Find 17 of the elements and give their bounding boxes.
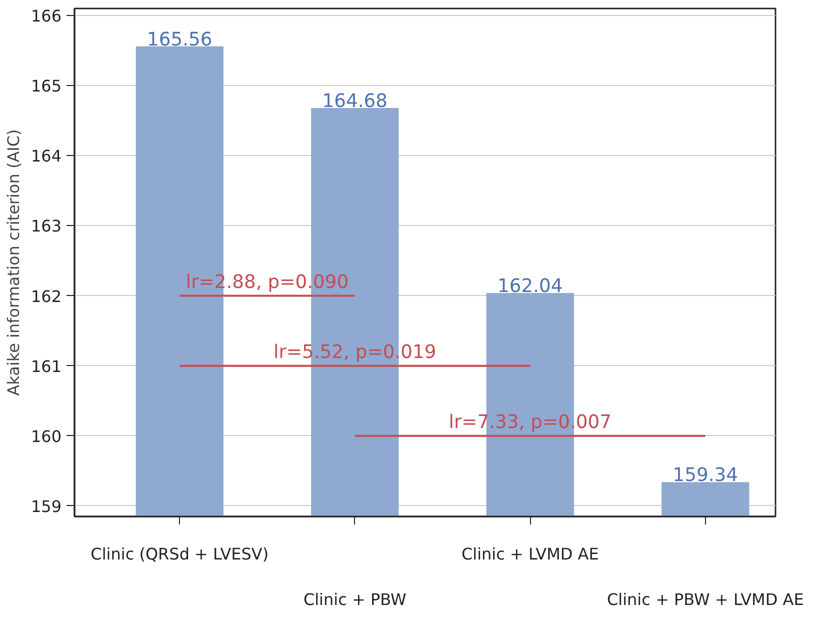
x-tick-label: Clinic + PBW: [303, 590, 407, 610]
y-tick-label: 161: [30, 356, 62, 376]
y-tick-label: 160: [30, 426, 62, 446]
x-tick-label: Clinic + LVMD AE: [461, 544, 599, 564]
y-tick-label: 165: [30, 76, 62, 96]
data-label: 164.68: [322, 91, 388, 112]
y-axis-title: Akaike information criterion (AIC): [4, 129, 23, 396]
y-tick-label: 164: [30, 146, 62, 166]
y-tick-label: 166: [30, 6, 62, 26]
x-tick-label: Clinic (QRSd + LVESV): [90, 544, 269, 564]
y-tick-label: 162: [30, 286, 62, 306]
y-tick-label: 159: [30, 496, 62, 516]
y-tick-label: 163: [30, 216, 62, 236]
x-tick-label: Clinic + PBW + LVMD AE: [606, 590, 804, 610]
data-label: 159.34: [672, 465, 738, 486]
data-label: 162.04: [498, 276, 563, 297]
data-label: 165.56: [147, 29, 212, 50]
